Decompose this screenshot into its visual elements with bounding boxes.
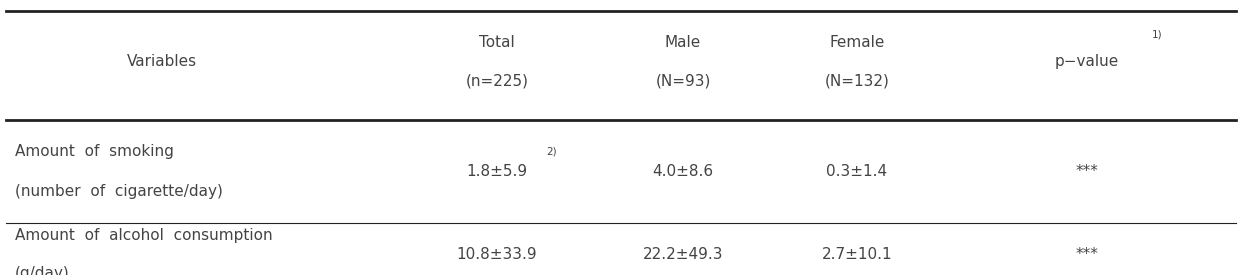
Text: (N=93): (N=93) <box>656 74 710 89</box>
Text: (N=132): (N=132) <box>825 74 889 89</box>
Text: 10.8±33.9: 10.8±33.9 <box>457 247 537 262</box>
Text: 2.7±10.1: 2.7±10.1 <box>822 247 892 262</box>
Text: 0.3±1.4: 0.3±1.4 <box>826 164 888 179</box>
Text: p−value: p−value <box>1054 54 1119 69</box>
Text: Total: Total <box>479 35 514 50</box>
Text: Variables: Variables <box>127 54 196 69</box>
Text: (g/day): (g/day) <box>15 266 70 275</box>
Text: Male: Male <box>664 35 702 50</box>
Text: (n=225): (n=225) <box>466 74 528 89</box>
Text: 1.8±5.9: 1.8±5.9 <box>466 164 528 179</box>
Text: Female: Female <box>830 35 884 50</box>
Text: 22.2±49.3: 22.2±49.3 <box>643 247 723 262</box>
Text: Amount  of  smoking: Amount of smoking <box>15 144 174 159</box>
Text: 1): 1) <box>1151 29 1163 39</box>
Text: Amount  of  alcohol  consumption: Amount of alcohol consumption <box>15 228 272 243</box>
Text: 4.0±8.6: 4.0±8.6 <box>652 164 714 179</box>
Text: 2): 2) <box>546 146 558 156</box>
Text: ***: *** <box>1076 247 1098 262</box>
Text: (number  of  cigarette/day): (number of cigarette/day) <box>15 184 222 199</box>
Text: ***: *** <box>1076 164 1098 179</box>
